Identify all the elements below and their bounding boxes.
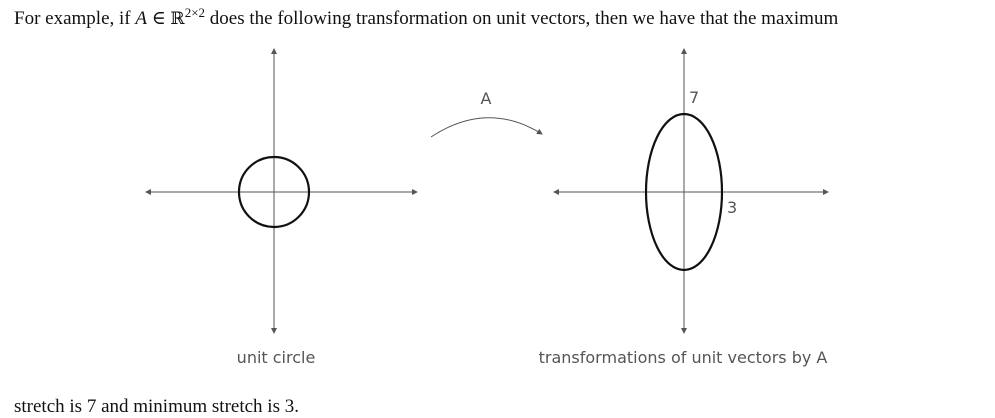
matrix-dimensions: 2×2 xyxy=(184,5,206,20)
real-numbers-symbol: ℝ xyxy=(170,9,185,29)
curved-arrow xyxy=(430,117,543,138)
left-caption: unit circle xyxy=(237,348,316,367)
unit-circle xyxy=(237,155,311,229)
label-top-seven: 7 xyxy=(689,88,699,107)
transformed-ellipse xyxy=(644,112,724,272)
text-segment: does the following transformation on uni… xyxy=(205,8,839,29)
paragraph-line-1: For example, if A ∈ ℝ2×2 does the follow… xyxy=(14,6,839,29)
right-plot: 7 3 transformations of unit vectors by A xyxy=(539,48,829,367)
text-segment: For example, if xyxy=(14,8,136,29)
math-variable-a: A xyxy=(135,8,147,29)
paragraph-line-2: stretch is 7 and minimum stretch is 3. xyxy=(14,396,299,417)
element-of-symbol: ∈ xyxy=(146,8,171,29)
transformation-arrow: A xyxy=(430,89,543,138)
arrow-label: A xyxy=(481,89,492,108)
right-caption: transformations of unit vectors by A xyxy=(539,348,828,367)
label-right-three: 3 xyxy=(727,198,737,217)
left-plot: unit circle xyxy=(145,48,418,367)
